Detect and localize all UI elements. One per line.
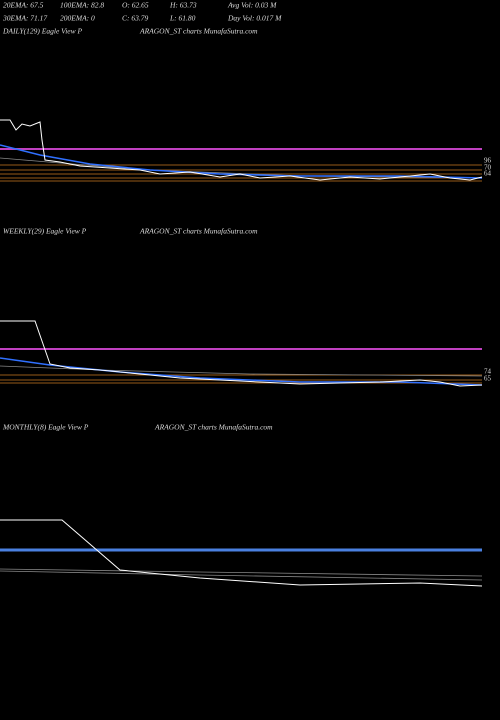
panel-source: ARAGON_ST charts MunafaSutra.com	[139, 27, 258, 36]
panel-label: WEEKLY(29) Eagle View P	[3, 227, 87, 236]
price-label: 70	[484, 164, 492, 172]
stat-label: H: 63.73	[169, 1, 197, 10]
gray-line	[0, 365, 483, 377]
gray-line	[0, 570, 483, 581]
stat-label: 30EMA: 71.17	[2, 14, 47, 23]
stat-label: 20EMA: 67.5	[3, 1, 44, 10]
panel-label: DAILY(129) Eagle View P	[2, 27, 82, 36]
monthly-panel	[0, 519, 483, 587]
stat-label: 200EMA: 0	[60, 14, 95, 23]
price-label: 65	[484, 375, 492, 383]
gray-line	[0, 568, 483, 577]
price-line	[0, 119, 483, 181]
price-label: 96	[484, 157, 492, 165]
orange-levels	[0, 164, 482, 182]
stat-label: O: 62.65	[122, 1, 149, 10]
price-label: 74	[484, 368, 492, 376]
blue-line	[0, 357, 483, 386]
stat-label: L: 61.80	[169, 14, 196, 23]
panel-source: ARAGON_ST charts MunafaSutra.com	[139, 227, 258, 236]
stat-label: 100EMA: 82.8	[60, 1, 104, 10]
panel-label: MONTHLY(8) Eagle View P	[2, 423, 89, 432]
stat-label: Avg Vol: 0.03 M	[227, 1, 277, 10]
price-line	[0, 320, 483, 387]
stat-label: C: 63.79	[122, 14, 149, 23]
daily-panel	[0, 119, 483, 182]
weekly-panel	[0, 320, 483, 387]
price-line	[0, 519, 483, 587]
price-label: 64	[484, 170, 492, 178]
stat-label: Day Vol: 0.017 M	[227, 14, 282, 23]
panel-source: ARAGON_ST charts MunafaSutra.com	[154, 423, 273, 432]
